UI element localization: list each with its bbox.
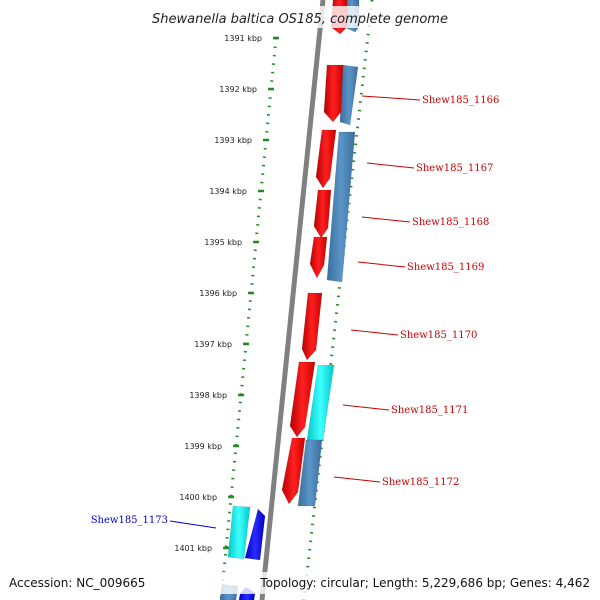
- page-title: Shewanella baltica OS185, complete genom…: [152, 12, 448, 27]
- scale-tick-label: 1392 kbp: [219, 85, 257, 94]
- gene-feature[interactable]: [309, 236, 328, 279]
- footer-backdrop: [0, 572, 600, 594]
- gene-feature[interactable]: [244, 508, 266, 561]
- scale-tick-label: 1396 kbp: [199, 289, 237, 298]
- gene-feature[interactable]: [289, 361, 316, 438]
- gene-label[interactable]: Shew185_1170: [400, 330, 477, 341]
- gene-feature[interactable]: [326, 131, 356, 283]
- scale-tick-label: 1394 kbp: [209, 187, 247, 196]
- track-band: [219, 0, 374, 600]
- gene-leader-line: [169, 520, 217, 529]
- scale-tick-label: 1393 kbp: [214, 136, 252, 145]
- gene-label[interactable]: Shew185_1166: [422, 95, 499, 106]
- scale-tick-label: 1391 kbp: [224, 34, 262, 43]
- gene-label[interactable]: Shew185_1172: [382, 477, 459, 488]
- gene-leader-line: [350, 329, 399, 336]
- gene-label[interactable]: Shew185_1173: [91, 515, 168, 526]
- gene-feature[interactable]: [281, 437, 306, 505]
- gene-label[interactable]: Shew185_1169: [407, 262, 484, 273]
- gene-feature[interactable]: [315, 129, 337, 189]
- gene-leader-line: [342, 404, 390, 411]
- gene-leader-line: [361, 95, 421, 101]
- scale-ticks: 1391 kbp 1392 kbp 1393 kbp 1394 kbp 1395 kbp…: [174, 34, 279, 553]
- genome-summary: Topology: circular; Length: 5,229,686 bp…: [259, 576, 590, 590]
- gene-labels: Shew185_1166 Shew185_1167 Shew185_1168 Shew…: [91, 95, 499, 529]
- gene-feature[interactable]: [227, 505, 251, 560]
- scale-tick-label: 1398 kbp: [189, 391, 227, 400]
- gene-feature[interactable]: [297, 439, 323, 507]
- scale-tick-label: 1397 kbp: [194, 340, 232, 349]
- scale-tick-label: 1399 kbp: [184, 442, 222, 451]
- genome-backbone: [259, 0, 326, 600]
- title-backdrop: [140, 6, 460, 28]
- gene-leader-line: [366, 162, 415, 169]
- gene-leader-line: [333, 476, 381, 483]
- gene-leader-line: [357, 261, 406, 268]
- gene-feature[interactable]: [301, 292, 323, 361]
- gene-label[interactable]: Shew185_1168: [412, 217, 489, 228]
- gene-feature[interactable]: [306, 364, 335, 441]
- scale-tick-label: 1401 kbp: [174, 544, 212, 553]
- gene-feature[interactable]: [323, 64, 344, 123]
- gene-leader-line: [361, 216, 411, 223]
- gene-feature[interactable]: [313, 189, 332, 239]
- gene-label[interactable]: Shew185_1171: [391, 405, 468, 416]
- accession-label: Accession: NC_009665: [9, 576, 145, 590]
- scale-tick-label: 1400 kbp: [179, 493, 217, 502]
- scale-line-left: [219, 37, 278, 600]
- scale-tick-label: 1395 kbp: [204, 238, 242, 247]
- gene-label[interactable]: Shew185_1167: [416, 163, 493, 174]
